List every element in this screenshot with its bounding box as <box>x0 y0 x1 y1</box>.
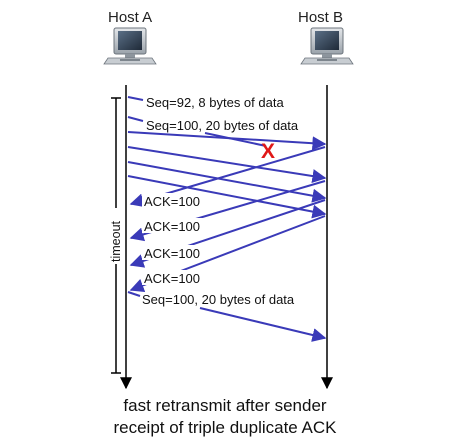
ack-label: ACK=100 <box>144 271 200 286</box>
segment-arrow <box>127 146 327 183</box>
ack-label: ACK=100 <box>144 194 200 209</box>
timeout-label-bg <box>108 208 124 264</box>
segment-arrow <box>127 161 327 203</box>
ack-label: ACK=100 <box>144 219 200 234</box>
ack-label-bg <box>142 218 204 233</box>
desktop-computer-icon <box>103 27 157 65</box>
segment-seq100-lost-arrow <box>127 116 144 122</box>
retransmit-arrow <box>199 307 327 342</box>
segment-seq92-arrow <box>127 96 144 101</box>
segment-seq100-label: Seq=100, 20 bytes of data <box>146 118 299 133</box>
segment-arrow <box>127 131 327 151</box>
ack-label: ACK=100 <box>144 246 200 261</box>
retransmit-label: Seq=100, 20 bytes of data <box>142 292 295 307</box>
segment-arrow <box>127 175 327 219</box>
host-a-label: Host A <box>108 9 152 26</box>
ack-label-bg <box>142 193 204 208</box>
segment-seq92-label: Seq=92, 8 bytes of data <box>146 95 284 110</box>
host-b-label: Host B <box>298 9 343 26</box>
timeout-label: timeout <box>109 220 123 262</box>
caption-line-1: fast retransmit after sender <box>123 396 326 415</box>
ack-label-bg <box>142 270 204 285</box>
desktop-computer-icon <box>300 27 354 65</box>
caption-line-2: receipt of triple duplicate ACK <box>113 418 337 437</box>
ack-label-bg <box>142 245 204 260</box>
retransmit-arrow-head <box>127 291 141 297</box>
packet-loss-marker: X <box>261 140 275 163</box>
